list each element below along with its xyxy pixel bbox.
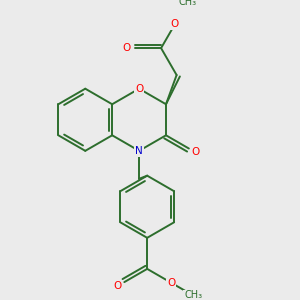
Text: O: O <box>171 19 179 29</box>
Text: O: O <box>122 43 131 53</box>
Text: N: N <box>135 146 143 156</box>
Text: O: O <box>191 147 200 157</box>
Text: CH₃: CH₃ <box>184 290 202 300</box>
Text: O: O <box>135 84 143 94</box>
Text: O: O <box>167 278 175 288</box>
Text: O: O <box>114 281 122 291</box>
Text: CH₃: CH₃ <box>178 0 197 7</box>
